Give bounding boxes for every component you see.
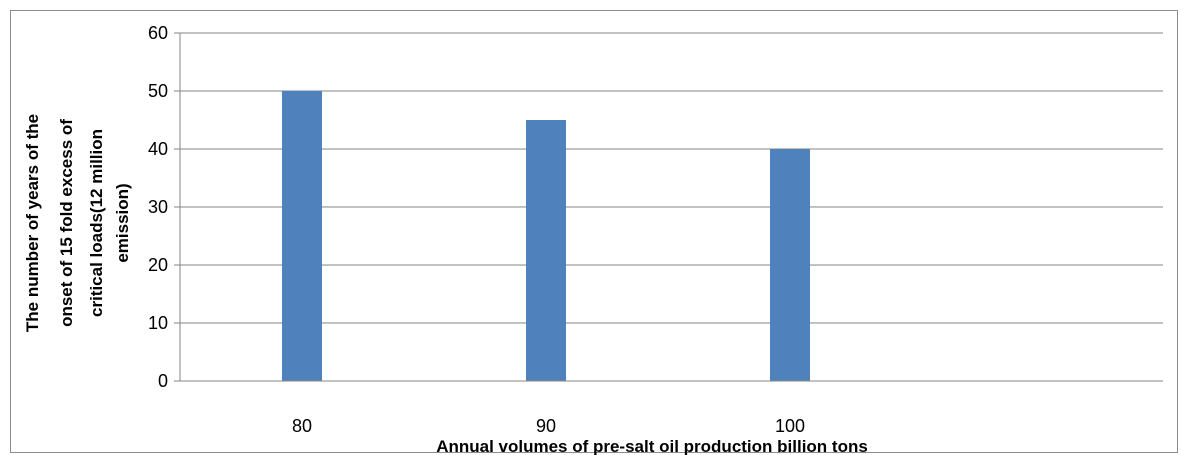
y-tick-label: 30 — [148, 197, 168, 217]
y-axis-title-line-2: onset of 15 fold excess of — [57, 119, 76, 327]
x-tick-labels: 80 90 100 — [292, 416, 805, 436]
y-tick-label: 50 — [148, 81, 168, 101]
x-tick-label: 100 — [775, 416, 805, 436]
y-tick-label: 60 — [148, 23, 168, 43]
bar-90 — [526, 120, 566, 381]
y-axis-title: The number of years of the onset of 15 f… — [23, 114, 132, 332]
y-axis-title-line-4: emission) — [113, 183, 132, 262]
y-tick-labels: 0 10 20 30 40 50 60 — [148, 23, 168, 391]
x-tick-label: 80 — [292, 416, 312, 436]
x-axis-title: Annual volumes of pre-salt oil productio… — [436, 437, 868, 455]
bar-100 — [770, 149, 810, 381]
y-tick-label: 0 — [158, 371, 168, 391]
chart-frame — [10, 10, 1178, 453]
x-tick-label: 90 — [536, 416, 556, 436]
y-axis-title-line-1: The number of years of the — [23, 114, 42, 332]
gridlines — [174, 32, 1163, 382]
y-tick-label: 40 — [148, 139, 168, 159]
bar-80 — [282, 91, 322, 381]
y-tick-label: 10 — [148, 313, 168, 333]
axes — [179, 33, 1163, 382]
y-axis-title-line-3: critical loads(12 million — [87, 129, 106, 317]
y-tick-label: 20 — [148, 255, 168, 275]
bars — [282, 91, 810, 381]
